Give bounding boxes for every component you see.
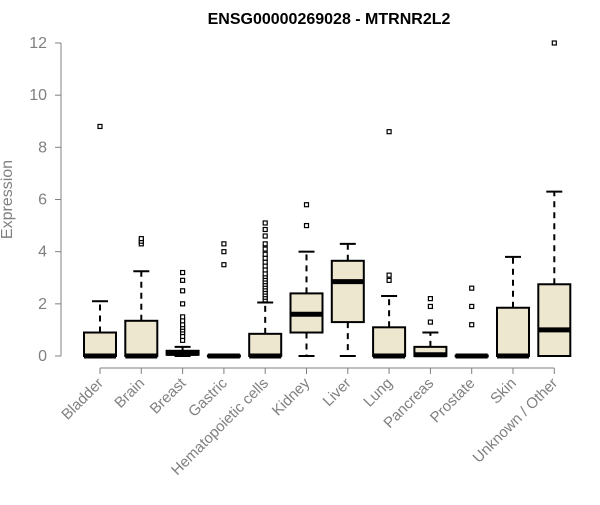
outlier-point: [551, 40, 557, 46]
outlier-point: [386, 277, 392, 283]
x-tick-label: Brain: [111, 375, 148, 412]
box-group: [165, 269, 200, 357]
box: [372, 326, 407, 357]
x-tick-label: Breast: [147, 374, 190, 417]
outlier-point: [262, 251, 268, 257]
box: [330, 259, 365, 324]
y-tick-label: 4: [38, 244, 47, 261]
outlier-point: [221, 249, 227, 255]
outlier-point: [469, 285, 475, 291]
x-tick-label: Skin: [487, 375, 520, 408]
outlier-point: [303, 222, 310, 229]
y-tick-label: 10: [29, 87, 47, 104]
box-group: [289, 202, 324, 357]
outlier-point: [262, 220, 268, 226]
outlier-point: [386, 129, 392, 135]
outlier-point: [221, 241, 227, 247]
box: [537, 283, 572, 358]
x-tick-label: Lung: [360, 375, 396, 411]
outlier-point: [180, 301, 186, 307]
outlier-point: [180, 269, 186, 276]
y-tick-label: 12: [29, 35, 47, 52]
outlier-point: [303, 202, 310, 208]
outlier-point: [427, 296, 433, 302]
box-group: [454, 285, 489, 359]
outlier-point: [427, 319, 433, 325]
box-group: [248, 220, 283, 359]
box: [248, 332, 283, 357]
y-tick-label: 2: [38, 296, 47, 313]
y-tick-label: 6: [38, 192, 47, 209]
outlier-point: [386, 272, 392, 278]
x-tick-label: Liver: [320, 375, 355, 410]
outlier-point: [138, 236, 144, 242]
box-group: [330, 242, 365, 357]
outlier-point: [262, 241, 268, 247]
box-group: [124, 236, 159, 359]
outlier-point: [469, 303, 475, 310]
box-group: [496, 255, 530, 359]
x-tick-label: Bladder: [58, 375, 107, 424]
y-axis-label: Expression: [0, 160, 16, 239]
box: [496, 306, 530, 357]
y-tick-label: 8: [38, 139, 47, 156]
outlier-point: [262, 246, 268, 252]
outlier-point: [180, 288, 186, 294]
box-group: [206, 241, 241, 359]
chart-title: ENSG00000269028 - MTRNR2L2: [208, 11, 451, 28]
x-tick-label: Prostate: [427, 375, 479, 427]
outlier-point: [221, 262, 227, 268]
outlier-point: [469, 322, 475, 328]
outlier-point: [427, 303, 433, 310]
x-tick-label: Kidney: [269, 374, 314, 419]
box-group: [372, 129, 407, 359]
y-tick-label: 0: [38, 348, 47, 365]
box-group: [413, 296, 448, 358]
boxes: [83, 40, 572, 359]
outlier-point: [180, 314, 186, 320]
outlier-point: [262, 233, 268, 239]
box-group: [537, 40, 572, 358]
box-group: [83, 123, 117, 359]
box: [124, 319, 159, 358]
outlier-point: [180, 277, 186, 283]
outlier-point: [97, 123, 103, 130]
box: [83, 331, 117, 357]
outlier-point: [262, 226, 268, 233]
